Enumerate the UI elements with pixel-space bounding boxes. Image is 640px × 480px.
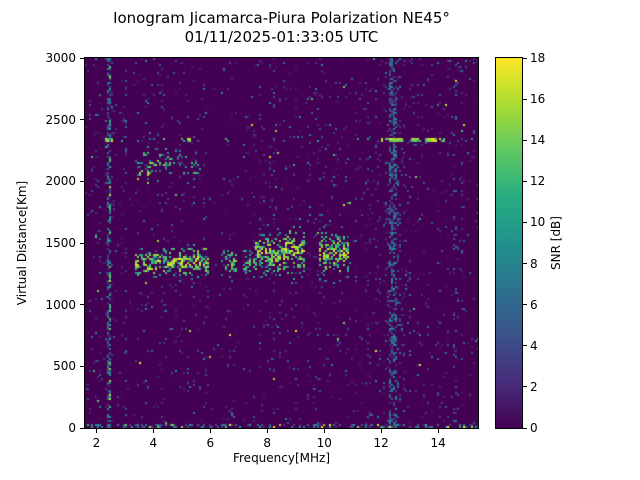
y-tick-mark <box>80 57 84 59</box>
x-tick-label: 8 <box>263 436 272 450</box>
y-tick-label: 1500 <box>45 236 76 250</box>
y-tick-label: 2000 <box>45 174 76 189</box>
x-tick-label: 2 <box>92 436 101 450</box>
colorbar-tick-mark <box>523 221 527 223</box>
colorbar-tick-mark <box>523 263 527 265</box>
colorbar-tick-mark <box>523 139 527 141</box>
colorbar-tick-label: 12 <box>530 174 546 189</box>
chart-subtitle: 01/11/2025-01:33:05 UTC <box>184 28 379 46</box>
y-tick-mark <box>80 180 84 182</box>
y-tick-label: 3000 <box>45 51 76 65</box>
colorbar-tick-mark <box>523 180 527 182</box>
x-tick-label: 4 <box>149 436 158 450</box>
x-tick-mark <box>323 429 325 433</box>
colorbar-tick-mark <box>523 427 527 429</box>
ionogram-heatmap-canvas <box>85 58 478 428</box>
colorbar-tick-mark <box>523 304 527 306</box>
x-tick-mark <box>266 429 268 433</box>
colorbar-tick-label: 0 <box>530 421 538 435</box>
x-axis-label: Frequency[MHz] <box>232 451 331 465</box>
colorbar-gradient <box>496 58 522 428</box>
y-tick-mark <box>80 427 84 429</box>
x-tick-label: 14 <box>430 436 446 450</box>
y-tick-mark <box>80 365 84 367</box>
colorbar-tick-label: 4 <box>530 338 538 353</box>
y-tick-mark <box>80 242 84 244</box>
y-axis-label: Virtual Distance[Km] <box>15 180 29 306</box>
colorbar-tick-label: 18 <box>530 51 546 65</box>
colorbar-tick-label: 6 <box>530 297 538 312</box>
x-tick-mark <box>437 429 439 433</box>
y-tick-label: 0 <box>68 421 76 435</box>
x-tick-mark <box>95 429 97 433</box>
y-tick-label: 1000 <box>45 297 76 312</box>
x-tick-mark <box>209 429 211 433</box>
colorbar <box>495 57 523 429</box>
x-tick-mark <box>152 429 154 433</box>
colorbar-tick-mark <box>523 57 527 59</box>
x-tick-mark <box>380 429 382 433</box>
colorbar-tick-label: 10 <box>530 215 546 230</box>
colorbar-tick-mark <box>523 98 527 100</box>
x-tick-label: 12 <box>373 436 389 450</box>
y-tick-label: 500 <box>53 359 76 374</box>
colorbar-tick-label: 14 <box>530 133 546 148</box>
x-tick-label: 10 <box>316 436 332 450</box>
y-tick-mark <box>80 304 84 306</box>
colorbar-tick-label: 8 <box>530 256 538 271</box>
y-tick-label: 2500 <box>45 112 76 127</box>
colorbar-tick-mark <box>523 386 527 388</box>
plot-area <box>84 57 479 429</box>
colorbar-tick-mark <box>523 345 527 347</box>
colorbar-tick-label: 2 <box>530 379 538 394</box>
x-tick-label: 6 <box>206 436 215 450</box>
colorbar-tick-label: 16 <box>530 92 546 107</box>
y-tick-mark <box>80 119 84 121</box>
chart-title: Ionogram Jicamarca-Piura Polarization NE… <box>113 9 450 27</box>
